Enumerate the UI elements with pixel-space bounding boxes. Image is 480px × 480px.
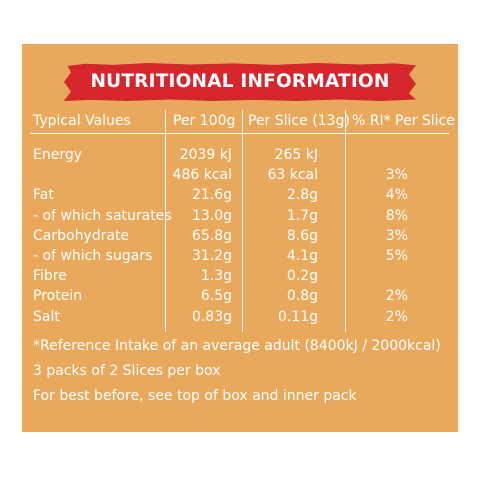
- row-label: Protein: [33, 288, 83, 304]
- header-per-slice: Per Slice (13g): [248, 113, 350, 129]
- per-100g-value: 21.6g: [191, 187, 232, 203]
- per-slice-value: 0.11g: [277, 309, 318, 325]
- per-100g-value: 2039 kJ: [179, 147, 232, 163]
- per-100g-value: 486 kcal: [172, 167, 232, 183]
- per-100g-value: 31.2g: [191, 248, 232, 264]
- ri-value: 3%: [385, 167, 408, 183]
- per-100g-value: 13.0g: [191, 208, 232, 224]
- per-100g-value: 0.83g: [191, 309, 232, 325]
- per-slice-value: 4.1g: [286, 248, 318, 264]
- panel-title: NUTRITIONAL INFORMATION: [90, 71, 390, 92]
- packs-note: 3 packs of 2 Slices per box: [33, 363, 221, 379]
- ri-value: 2%: [385, 288, 408, 304]
- per-slice-value: 8.6g: [286, 228, 318, 244]
- per-100g-value: 65.8g: [191, 228, 232, 244]
- row-label: Salt: [33, 309, 60, 325]
- per-slice-value: 63 kcal: [267, 167, 318, 183]
- per-slice-value: 1.7g: [286, 208, 318, 224]
- ri-value: 3%: [385, 228, 408, 244]
- per-slice-value: 2.8g: [286, 187, 318, 203]
- best-before-note: For best before, see top of box and inne…: [33, 388, 357, 404]
- per-100g-value: 1.3g: [200, 268, 232, 284]
- column-divider: [165, 110, 166, 332]
- nutrition-panel: [22, 44, 458, 432]
- row-label: Fibre: [33, 268, 67, 284]
- per-slice-value: 265 kJ: [274, 147, 318, 163]
- per-slice-value: 0.2g: [286, 268, 318, 284]
- row-label: - of which saturates: [33, 208, 172, 224]
- ri-value: 8%: [385, 208, 408, 224]
- column-divider: [345, 110, 346, 332]
- reference-intake-note: *Reference Intake of an average adult (8…: [33, 338, 441, 354]
- header-ri-per-slice: % RI* Per Slice: [352, 113, 455, 129]
- header-divider: [30, 133, 449, 134]
- title-banner: [64, 63, 416, 101]
- row-label: Carbohydrate: [33, 228, 130, 244]
- column-divider: [242, 110, 243, 332]
- per-100g-value: 6.5g: [200, 288, 232, 304]
- ri-value: 5%: [385, 248, 408, 264]
- per-slice-value: 0.8g: [286, 288, 318, 304]
- row-label: Energy: [33, 147, 83, 163]
- row-label: Fat: [33, 187, 54, 203]
- header-typical-values: Typical Values: [33, 113, 131, 129]
- row-label: - of which sugars: [33, 248, 153, 264]
- ri-value: 2%: [385, 309, 408, 325]
- header-per-100g: Per 100g: [173, 113, 236, 129]
- ri-value: 4%: [385, 187, 408, 203]
